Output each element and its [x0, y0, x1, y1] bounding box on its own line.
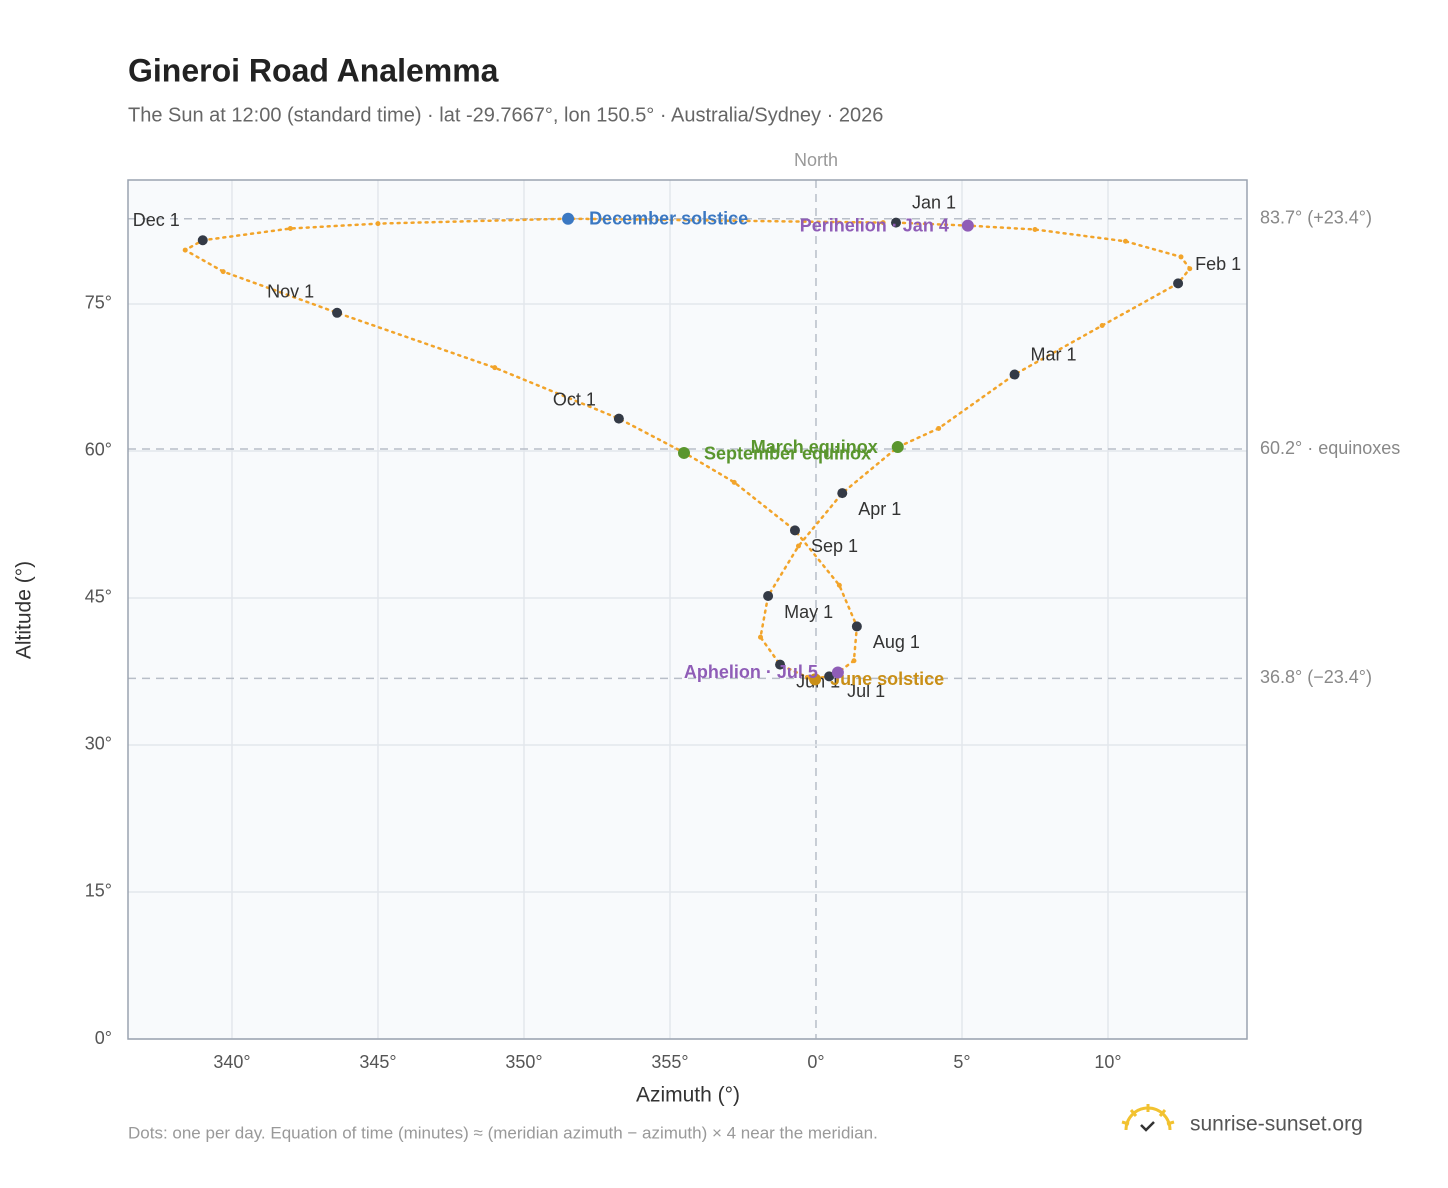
event-label: December solstice — [589, 208, 748, 228]
month-marker — [1009, 369, 1020, 380]
day-dot — [880, 220, 886, 226]
month-label: Nov 1 — [267, 282, 314, 302]
day-dot — [731, 479, 737, 485]
x-tick-label: 355° — [651, 1052, 688, 1072]
day-dot — [1099, 323, 1105, 329]
day-dot — [182, 247, 188, 253]
month-label: Oct 1 — [553, 389, 596, 409]
month-marker — [837, 488, 848, 499]
x-tick-label: 340° — [213, 1052, 250, 1072]
y-tick-label: 60° — [85, 440, 112, 460]
y-tick-label: 15° — [85, 881, 112, 901]
month-label: Feb 1 — [1195, 254, 1241, 274]
day-dot — [804, 674, 810, 680]
month-marker — [197, 235, 208, 246]
month-label: Apr 1 — [858, 499, 901, 519]
event-marker — [809, 673, 822, 686]
event-label: Aphelion · Jul 5 — [684, 662, 818, 682]
event-label: Perihelion · Jan 4 — [800, 215, 949, 235]
day-dot — [220, 269, 226, 275]
y-tick-label: 75° — [85, 293, 112, 313]
event-label: September equinox — [704, 444, 871, 464]
event-label: June solstice — [830, 669, 944, 689]
north-label: North — [794, 150, 838, 170]
reference-label: 36.8° (−23.4°) — [1260, 667, 1372, 687]
day-dot — [492, 365, 498, 371]
chart-title: Gineroi Road Analemma — [128, 52, 499, 88]
day-dot — [287, 226, 293, 232]
day-dot — [375, 221, 381, 227]
y-tick-label: 30° — [85, 734, 112, 754]
day-dot — [1187, 266, 1193, 272]
month-marker — [613, 413, 624, 424]
reference-label: 83.7° (+23.4°) — [1260, 207, 1372, 227]
month-label: Sep 1 — [811, 536, 858, 556]
x-tick-label: 10° — [1094, 1052, 1121, 1072]
y-axis-label: Altitude (°) — [13, 561, 36, 659]
reference-label: 60.2° · equinoxes — [1260, 438, 1400, 458]
month-marker — [789, 525, 800, 536]
y-tick-label: 0° — [95, 1028, 112, 1048]
y-tick-label: 45° — [85, 587, 112, 607]
x-axis-label: Azimuth (°) — [636, 1084, 740, 1107]
x-tick-label: 0° — [807, 1052, 824, 1072]
month-marker — [775, 659, 786, 670]
month-label: May 1 — [784, 602, 833, 622]
month-marker — [332, 307, 343, 318]
month-label: Jan 1 — [912, 192, 956, 212]
day-dot — [1032, 226, 1038, 232]
plot-frame — [127, 179, 1248, 1040]
x-tick-label: 345° — [359, 1052, 396, 1072]
brand: sunrise-sunset.org — [1190, 1113, 1363, 1136]
day-dot — [836, 582, 842, 588]
event-marker — [891, 441, 904, 454]
day-dot — [1178, 254, 1184, 260]
month-label: Jul 1 — [847, 681, 885, 701]
day-dot — [851, 658, 857, 664]
event-marker — [677, 446, 690, 459]
month-marker — [763, 591, 774, 602]
event-marker — [562, 212, 575, 225]
subtitle: The Sun at 12:00 (standard time) · lat -… — [128, 104, 883, 126]
month-marker — [1173, 278, 1184, 289]
day-dot — [1123, 238, 1129, 244]
day-dot — [758, 634, 764, 640]
brand-logo — [1121, 1104, 1175, 1132]
month-label: Mar 1 — [1031, 344, 1077, 364]
plot-area — [128, 180, 1247, 1039]
event-label: March equinox — [751, 437, 878, 457]
month-label: Dec 1 — [133, 210, 180, 230]
x-tick-label: 350° — [505, 1052, 542, 1072]
analemma-line — [182, 217, 1192, 680]
month-marker — [824, 671, 835, 682]
event-marker — [831, 666, 844, 679]
day-dot — [936, 425, 942, 431]
month-label: Aug 1 — [873, 632, 920, 652]
month-marker — [851, 621, 862, 632]
month-marker — [890, 217, 901, 228]
x-tick-label: 5° — [953, 1052, 970, 1072]
event-marker — [961, 219, 974, 232]
day-dot — [795, 543, 801, 549]
footnote: Dots: one per day. Equation of time (min… — [128, 1123, 878, 1142]
